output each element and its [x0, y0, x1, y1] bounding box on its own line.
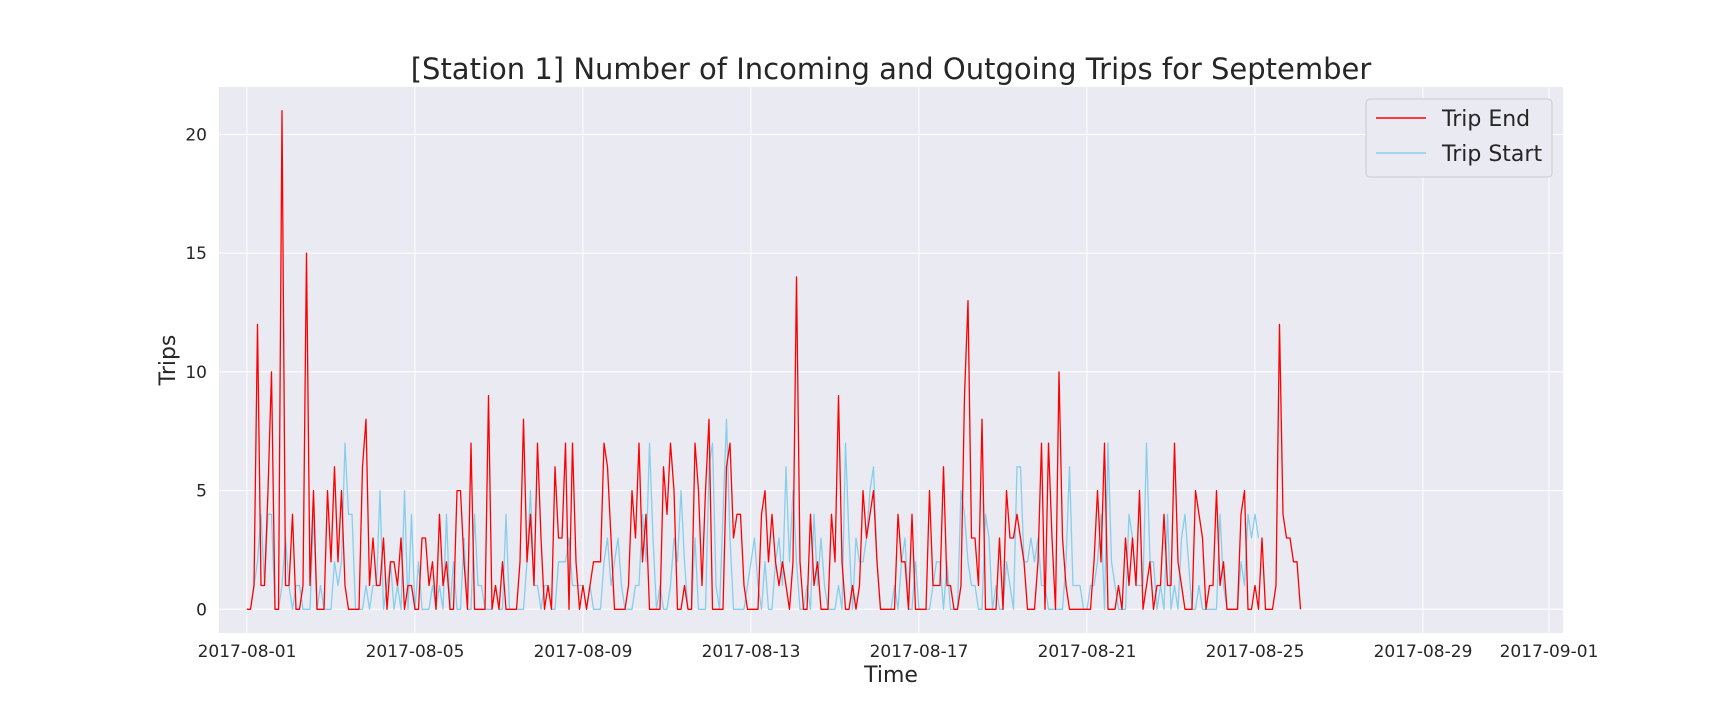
y-axis-label: Trips [156, 335, 181, 387]
x-tick-label: 2017-08-09 [534, 642, 633, 662]
series-layer [247, 110, 1302, 610]
x-tick-label: 2017-08-05 [366, 642, 465, 662]
x-tick-label: 2017-08-17 [870, 642, 969, 662]
legend: Trip End Trip Start [1365, 98, 1553, 178]
series-line-trip-end [247, 110, 1302, 610]
legend-label-trip-start: Trip Start [1441, 142, 1542, 167]
y-tick-label: 20 [185, 125, 207, 145]
plot-background [219, 87, 1563, 633]
series-line-trip-start [247, 418, 1260, 610]
x-tick-label: 2017-08-01 [198, 642, 297, 662]
x-axis-ticks: 2017-08-01 2017-08-05 2017-08-09 2017-08-13… [198, 642, 1599, 662]
x-tick-label: 2017-08-21 [1038, 642, 1137, 662]
x-tick-label: 2017-08-13 [702, 642, 801, 662]
y-axis-ticks: 0 5 10 15 20 [185, 125, 207, 620]
y-tick-label: 0 [196, 600, 207, 620]
legend-label-trip-end: Trip End [1441, 107, 1530, 132]
chart-title: [Station 1] Number of Incoming and Outgo… [411, 52, 1372, 86]
grid [219, 87, 1563, 633]
y-tick-label: 5 [196, 482, 207, 502]
x-axis-label: Time [863, 663, 918, 688]
x-tick-label: 2017-08-25 [1206, 642, 1305, 662]
x-tick-label: 2017-08-29 [1374, 642, 1473, 662]
y-tick-label: 10 [185, 363, 207, 383]
y-tick-label: 15 [185, 244, 207, 264]
x-tick-label: 2017-09-01 [1500, 642, 1599, 662]
